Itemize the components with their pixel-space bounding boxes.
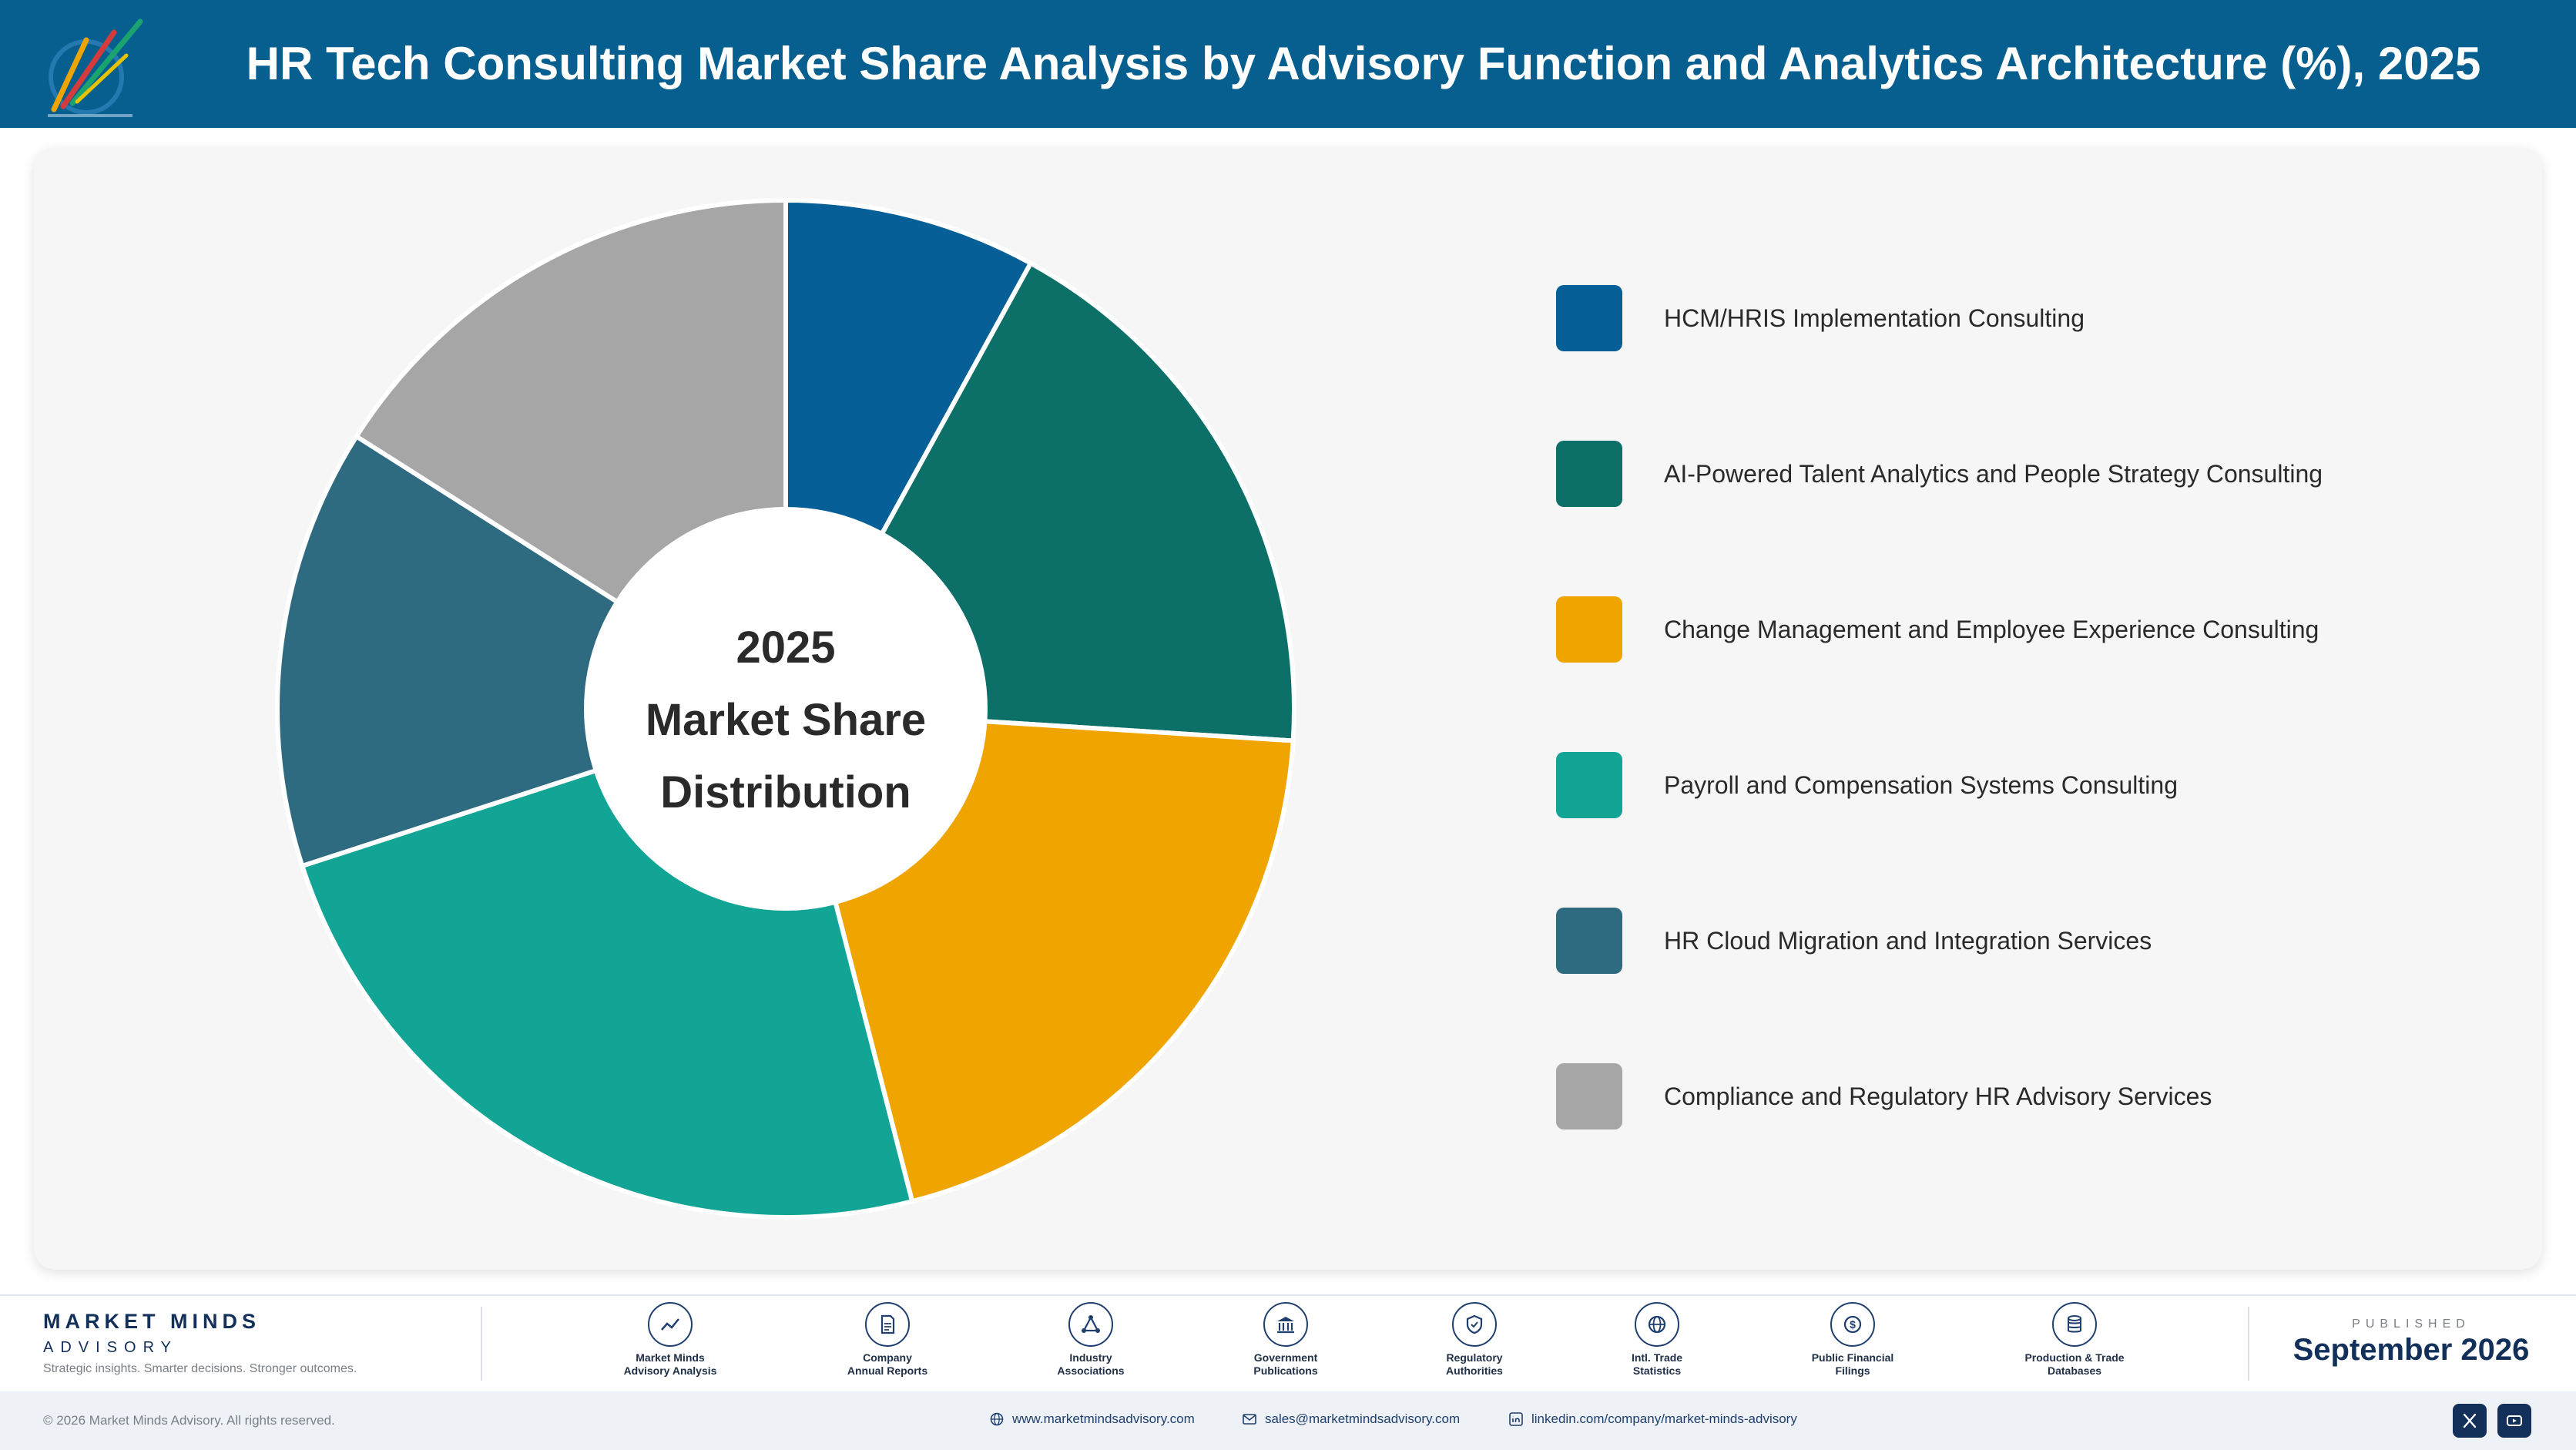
database-icon	[2052, 1302, 2097, 1347]
source-label-line1: Public Financial	[1811, 1351, 1894, 1364]
source-label-line2: Statistics	[1632, 1364, 1682, 1377]
legend-item: Payroll and Compensation Systems Consult…	[1556, 752, 2480, 818]
chart-icon	[648, 1302, 693, 1347]
legend-swatch	[1556, 1063, 1622, 1129]
source-label-line2: Filings	[1835, 1364, 1870, 1377]
globe-icon	[1635, 1302, 1679, 1347]
source-label-line1: Intl. Trade	[1631, 1351, 1683, 1364]
source-label-line1: Company	[863, 1351, 912, 1364]
source-government: Government Publications	[1209, 1302, 1363, 1378]
globe-icon	[990, 1412, 1004, 1426]
email-link[interactable]: sales@marketmindsadvisory.com	[1242, 1411, 1460, 1427]
source-label-line2: Associations	[1057, 1364, 1125, 1377]
legend-label: AI-Powered Talent Analytics and People S…	[1664, 459, 2323, 488]
legend-label: Change Management and Employee Experienc…	[1664, 615, 2319, 643]
legend-swatch	[1556, 908, 1622, 974]
x-social-button[interactable]	[2453, 1404, 2487, 1438]
legend-label: HR Cloud Migration and Integration Servi…	[1664, 926, 2152, 955]
copyright-text: © 2026 Market Minds Advisory. All rights…	[43, 1413, 335, 1428]
source-regulatory: Regulatory Authorities	[1397, 1302, 1551, 1378]
source-label-line2: Advisory Analysis	[623, 1364, 717, 1377]
donut-hole	[584, 507, 988, 911]
email-text: sales@marketmindsadvisory.com	[1265, 1411, 1461, 1426]
legend-swatch	[1556, 752, 1622, 818]
pie-slice	[275, 434, 788, 868]
network-icon	[1068, 1302, 1113, 1347]
source-industry-associations: Industry Associations	[1014, 1302, 1168, 1378]
youtube-social-button[interactable]	[2497, 1404, 2531, 1438]
brand-subtitle: ADVISORY	[43, 1339, 178, 1356]
footer-contact-bar	[0, 1391, 2576, 1450]
linkedin-icon	[1509, 1412, 1523, 1426]
company-logo-icon	[48, 18, 143, 117]
linkedin-text: linkedin.com/company/market-minds-adviso…	[1531, 1411, 1797, 1426]
linkedin-link[interactable]: linkedin.com/company/market-minds-adviso…	[1508, 1411, 1797, 1427]
coin-icon: $	[1830, 1302, 1875, 1347]
legend-item: HR Cloud Migration and Integration Servi…	[1556, 908, 2480, 974]
center-text-line3: Distribution	[660, 767, 911, 817]
source-label-line2: Publications	[1253, 1364, 1318, 1377]
x-logo-icon	[2463, 1413, 2477, 1428]
legend-label: Payroll and Compensation Systems Consult…	[1664, 770, 2178, 799]
legend-label: Compliance and Regulatory HR Advisory Se…	[1664, 1082, 2212, 1110]
source-label-line1: Industry	[1069, 1351, 1112, 1364]
brand-tagline: Strategic insights. Smarter decisions. S…	[43, 1362, 357, 1375]
brand-name: MARKET MINDS	[43, 1310, 260, 1333]
footer-divider	[2248, 1307, 2249, 1381]
source-label-line1: Market Minds	[636, 1351, 705, 1364]
legend-item: Compliance and Regulatory HR Advisory Se…	[1556, 1063, 2480, 1129]
shield-icon	[1452, 1302, 1497, 1347]
header-bar: HR Tech Consulting Market Share Analysis…	[0, 0, 2576, 128]
legend-swatch	[1556, 596, 1622, 663]
source-label-line1: Government	[1253, 1351, 1318, 1364]
website-text: www.marketmindsadvisory.com	[1012, 1411, 1195, 1426]
source-label-line2: Authorities	[1446, 1364, 1503, 1377]
center-text-year: 2025	[736, 623, 835, 673]
footer-divider	[481, 1307, 482, 1381]
source-financial-filings: $ Public Financial Filings	[1776, 1302, 1930, 1378]
donut-chart: 2025 Market Share Distribution	[275, 198, 1297, 1220]
source-label-line2: Annual Reports	[847, 1364, 928, 1377]
source-label-line2: Databases	[2047, 1364, 2102, 1377]
website-link[interactable]: www.marketmindsadvisory.com	[989, 1411, 1195, 1427]
document-icon	[865, 1302, 910, 1347]
legend-item: AI-Powered Talent Analytics and People S…	[1556, 441, 2480, 507]
legend-swatch	[1556, 441, 1622, 507]
page-title: HR Tech Consulting Market Share Analysis…	[246, 38, 2481, 89]
svg-text:$: $	[1850, 1318, 1856, 1331]
legend-item: Change Management and Employee Experienc…	[1556, 596, 2480, 663]
published-date: September 2026	[2293, 1333, 2530, 1367]
legend-label: HCM/HRIS Implementation Consulting	[1664, 304, 2085, 332]
published-label: PUBLISHED	[2352, 1317, 2470, 1331]
source-trade-statistics: Intl. Trade Statistics	[1580, 1302, 1734, 1378]
source-company-reports: Company Annual Reports	[810, 1302, 964, 1378]
legend-item: HCM/HRIS Implementation Consulting	[1556, 285, 2480, 351]
source-market-minds: Market Minds Advisory Analysis	[593, 1302, 747, 1378]
government-icon	[1263, 1302, 1308, 1347]
source-trade-databases: Production & Trade Databases	[1997, 1302, 2152, 1378]
play-icon	[2507, 1415, 2522, 1426]
mail-icon	[1243, 1414, 1256, 1425]
legend-swatch	[1556, 285, 1622, 351]
center-text-line2: Market Share	[646, 695, 926, 745]
source-label-line1: Regulatory	[1446, 1351, 1503, 1364]
source-label-line1: Production & Trade	[2024, 1351, 2125, 1364]
